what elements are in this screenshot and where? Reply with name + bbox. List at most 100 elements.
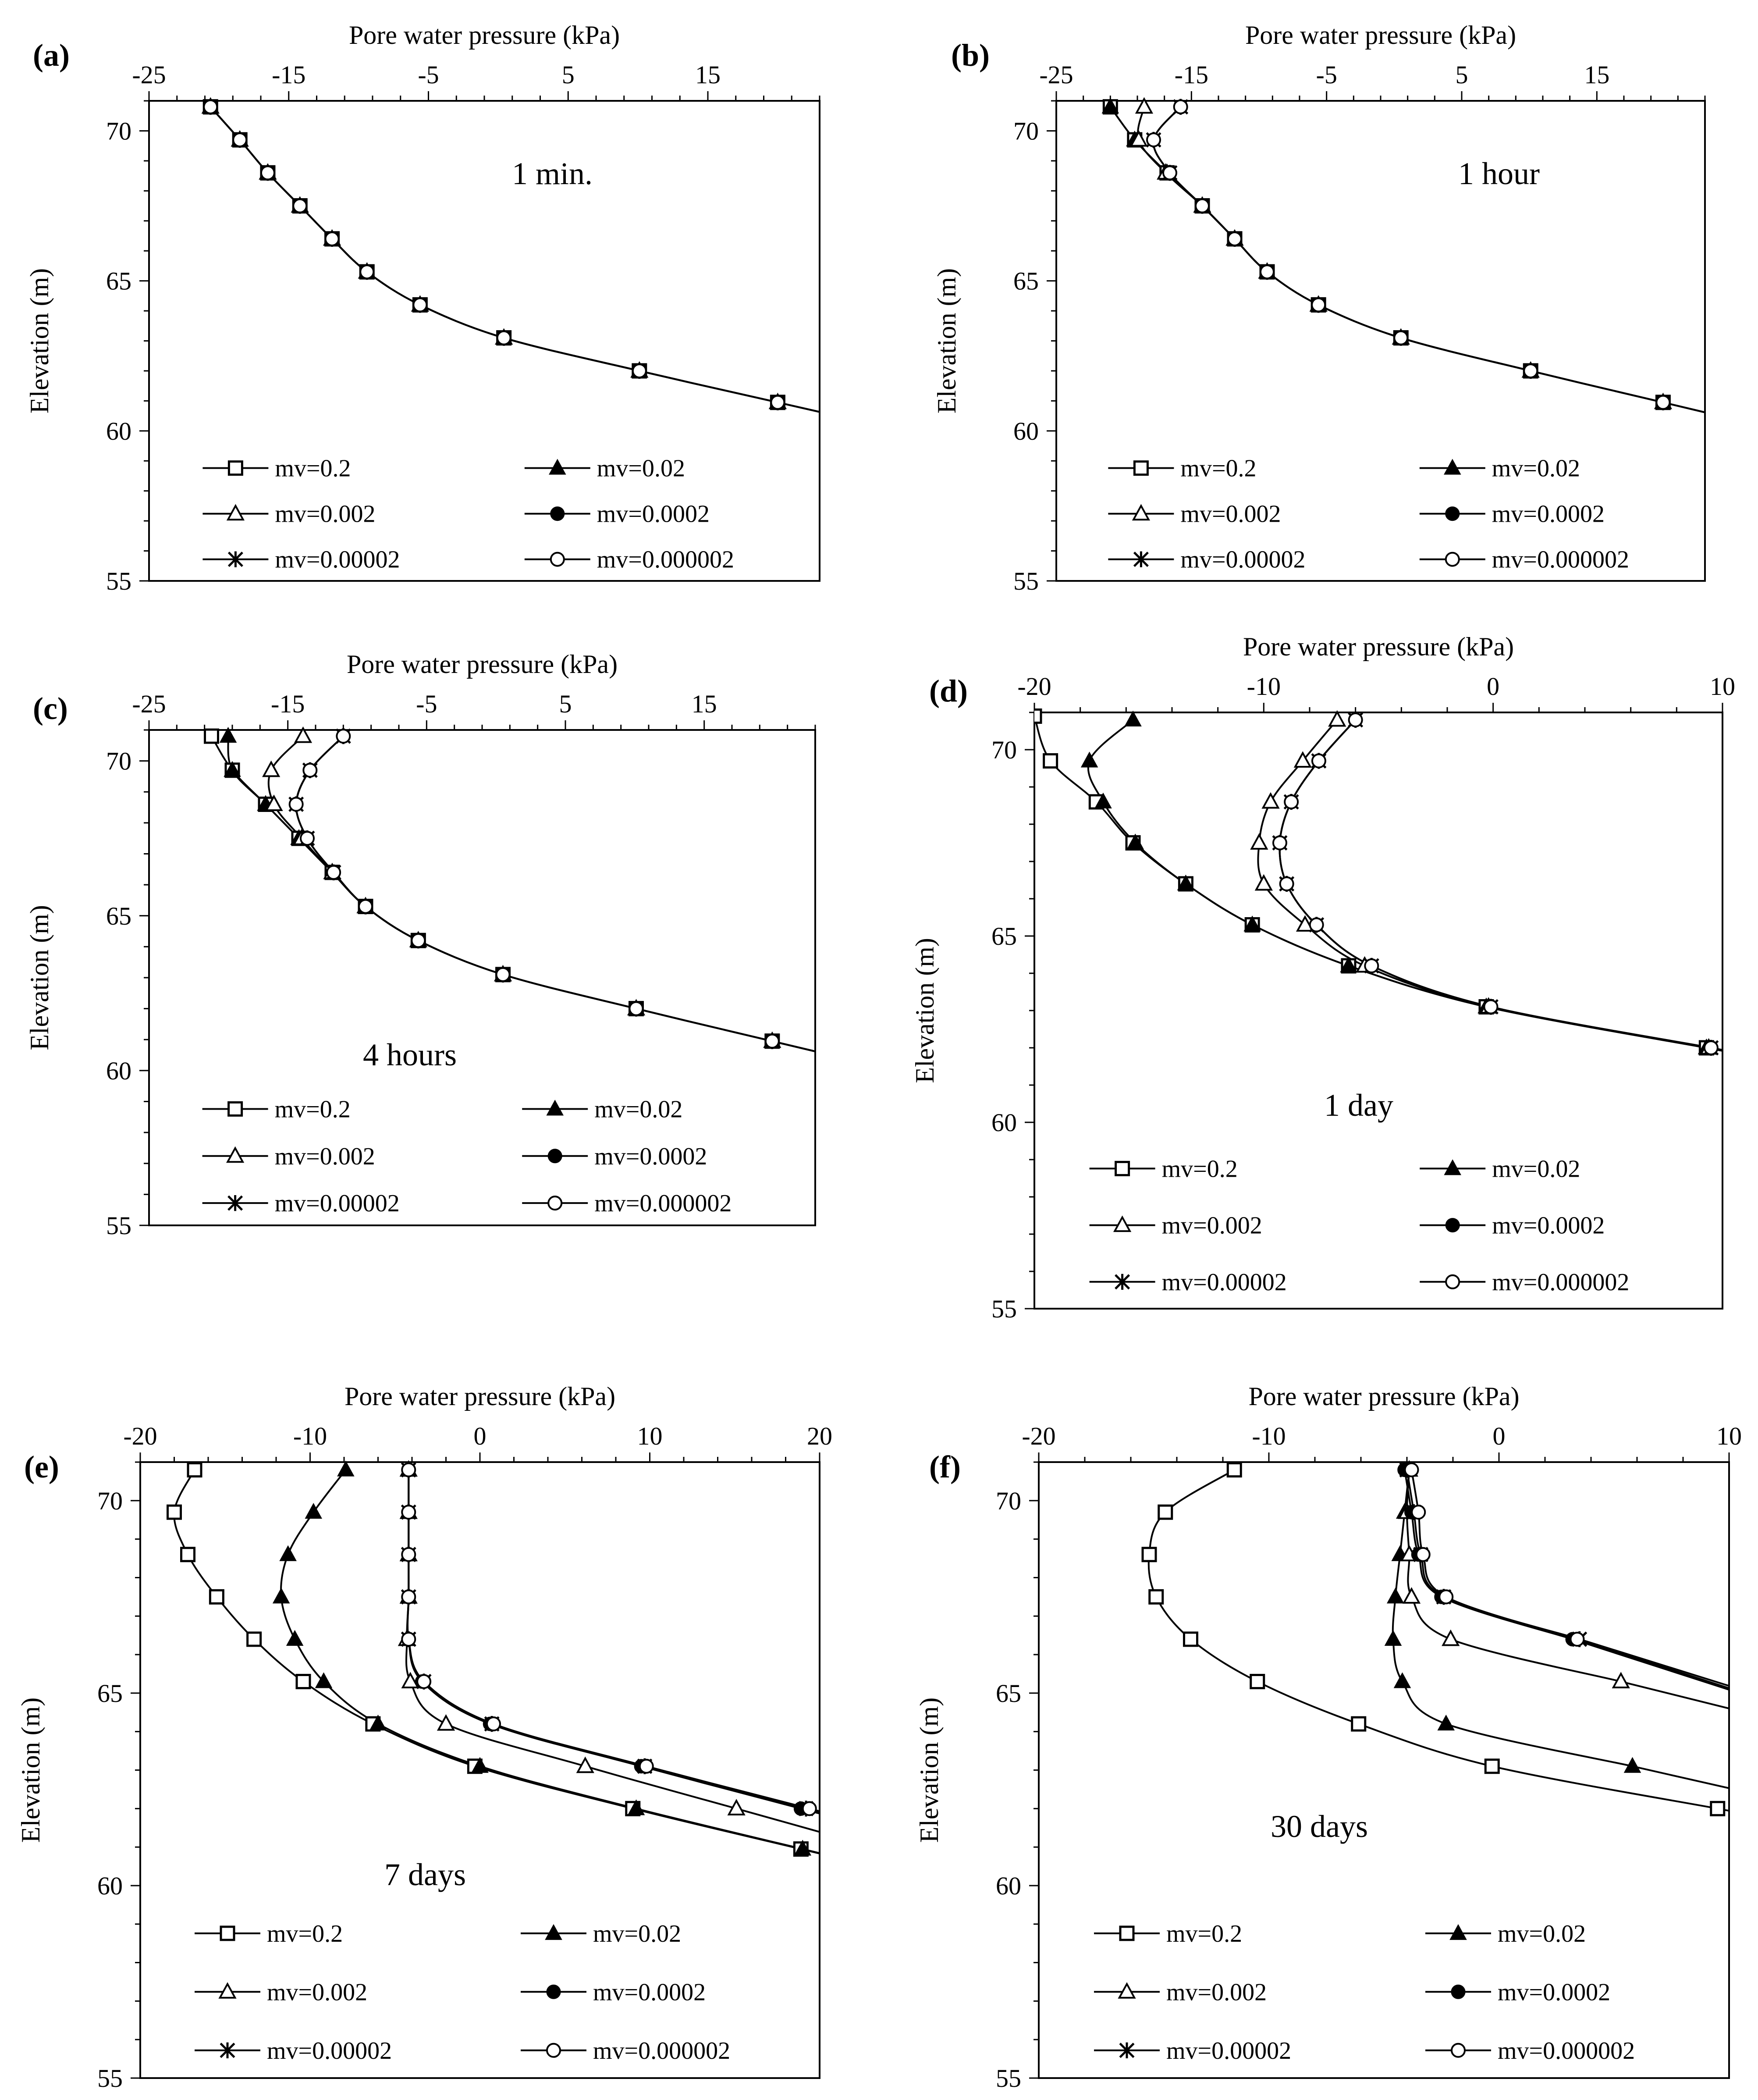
x-tick-label: 0 [1487, 672, 1499, 701]
legend-label: mv=0.02 [1498, 1920, 1586, 1947]
data-point [336, 729, 351, 744]
chart-panel-f: -20 -10 0 10 55 60 65 70 Pore water pressure (kP… [915, 1382, 1742, 2093]
x-tick-label: -5 [1316, 61, 1337, 89]
series-line-mv=0.002 [1406, 1470, 1621, 1683]
data-point [1080, 751, 1098, 768]
data-point [802, 1801, 817, 1816]
data-point [629, 1001, 644, 1016]
legend-marker [547, 1196, 563, 1211]
legend-marker [227, 1101, 243, 1117]
data-point [401, 1462, 416, 1477]
data-point [794, 1840, 812, 1856]
legend-item: mv=0.00002 [1108, 546, 1306, 573]
y-tick-label: 60 [991, 1108, 1017, 1137]
data-point [1094, 792, 1112, 808]
series-line-mv=0.002 [1137, 107, 1663, 403]
data-point [1148, 1589, 1164, 1605]
series-line-mv=0.0002 [407, 1470, 801, 1810]
legend-label: mv=0.00002 [1180, 546, 1305, 573]
legend-label: mv=0.000002 [593, 2037, 730, 2064]
data-point [1311, 297, 1326, 313]
legend-label: mv=0.000002 [594, 1190, 732, 1217]
data-point [495, 967, 511, 982]
data-point [1570, 1631, 1585, 1647]
legend-label: mv=0.02 [597, 455, 685, 482]
legend-marker [1133, 551, 1149, 567]
data-point [1260, 264, 1275, 280]
legend-label: mv=0.002 [1180, 501, 1281, 528]
legend-label: mv=0.02 [594, 1096, 682, 1123]
data-point [219, 727, 237, 743]
data-point [1243, 915, 1261, 932]
y-tick-label: 70 [991, 736, 1017, 764]
data-point [632, 363, 647, 378]
legend-marker [1119, 2042, 1135, 2058]
data-point [279, 1545, 297, 1561]
data-point [265, 794, 283, 811]
x-axis-title: Pore water pressure (kPa) [1245, 21, 1516, 50]
series-line-extension [736, 1808, 820, 1833]
data-point [1284, 794, 1299, 809]
data-point [359, 264, 375, 280]
data-point [1348, 712, 1363, 727]
legend: mv=0.2 mv=0.02 mv=0.002 mv=0.0002 mv=0.00002… [202, 455, 734, 573]
series-line-mv=0.002 [210, 106, 778, 403]
legend-item: mv=0.0002 [524, 501, 710, 528]
x-tick-label: 20 [807, 1422, 832, 1450]
data-point [1415, 1547, 1431, 1562]
legend-label: mv=0.00002 [1162, 1269, 1287, 1296]
data-point [1250, 833, 1268, 850]
series-line-mv=0.02 [1392, 1470, 1633, 1767]
data-point [1034, 708, 1042, 724]
data-point [639, 1758, 654, 1774]
x-tick-label: -25 [132, 690, 166, 718]
y-tick-label: 55 [106, 1211, 131, 1240]
legend-label: mv=0.000002 [1492, 1269, 1629, 1296]
legend-item: mv=0.002 [202, 1143, 375, 1170]
y-axis-title: Elevation (m) [915, 1698, 944, 1843]
legend-item: mv=0.00002 [1094, 2037, 1291, 2064]
x-tick-label: 15 [1584, 61, 1609, 89]
data-point [437, 1714, 455, 1731]
legend: mv=0.2 mv=0.02 mv=0.002 mv=0.0002 mv=0.00002… [202, 1096, 732, 1217]
series-line-mv=0.00002 [1279, 719, 1712, 1049]
y-axis-title: Elevation (m) [932, 268, 961, 414]
y-tick-label: 65 [991, 922, 1017, 950]
y-tick-label: 70 [97, 1487, 123, 1515]
data-point [1226, 1462, 1242, 1478]
legend-marker [1445, 552, 1460, 567]
x-tick-label: -15 [1175, 61, 1208, 89]
y-tick-label: 70 [106, 117, 131, 145]
data-point [1328, 710, 1346, 727]
data-point [224, 761, 241, 777]
legend-marker [218, 1982, 237, 1999]
x-tick-label: -20 [123, 1422, 157, 1450]
data-point [187, 1462, 202, 1478]
data-point [262, 760, 281, 777]
data-point [1279, 876, 1294, 891]
x-tick-label: 5 [562, 61, 575, 89]
y-tick-label: 60 [996, 1872, 1021, 1900]
data-point [1393, 1672, 1411, 1688]
panel-label: (f) [929, 1449, 961, 1484]
data-point [401, 1672, 419, 1689]
x-tick-label: -10 [1247, 672, 1281, 701]
series-line-extension [772, 1040, 815, 1053]
legend-label: mv=0.0002 [1498, 1979, 1610, 2006]
legend-label: mv=0.002 [275, 501, 375, 528]
data-point [401, 1631, 416, 1647]
series-line-mv=0.2 [173, 1469, 801, 1850]
data-point [1442, 1629, 1460, 1646]
legend-item: mv=0.2 [1089, 1155, 1238, 1182]
legend-item: mv=0.000002 [524, 546, 734, 573]
plot-frame [148, 729, 816, 1226]
x-tick-label: -10 [1252, 1422, 1286, 1450]
legend-marker [1451, 2043, 1466, 2058]
data-point [1173, 99, 1188, 114]
y-axis-title: Elevation (m) [16, 1698, 45, 1843]
legend-marker [1445, 506, 1460, 521]
legend-marker [550, 506, 565, 521]
legend-item: mv=0.0002 [1419, 501, 1605, 528]
legend-label: mv=0.2 [1180, 455, 1256, 482]
legend-marker [546, 2043, 561, 2058]
